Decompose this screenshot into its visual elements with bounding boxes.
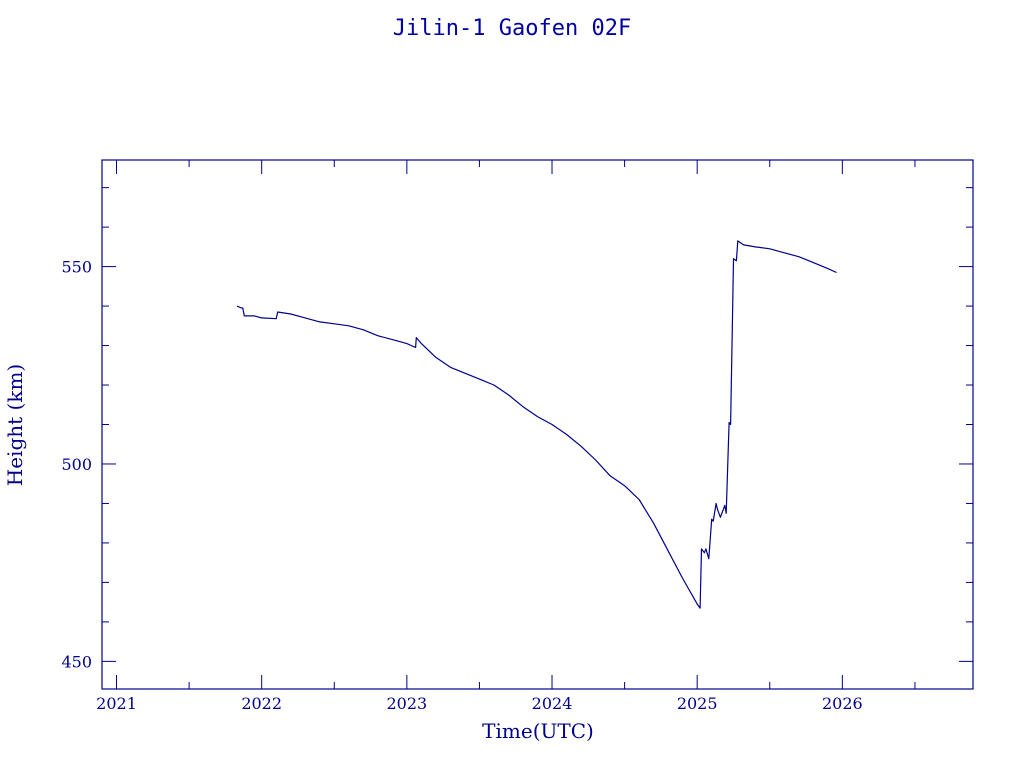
x-tick-label: 2025 — [677, 694, 718, 713]
plot-frame — [101, 159, 974, 690]
minor-ticks — [102, 160, 973, 689]
x-tick-label: 2022 — [241, 694, 282, 713]
major-ticks — [102, 160, 973, 689]
x-tick-label: 2024 — [532, 694, 573, 713]
chart-title: Jilin-1 Gaofen 02F — [392, 16, 632, 41]
y-tick-label: 500 — [61, 455, 92, 474]
y-axis-label: Height (km) — [3, 364, 27, 486]
x-tick-label: 2026 — [822, 694, 863, 713]
y-tick-label: 550 — [61, 258, 92, 277]
series-line — [236, 240, 837, 609]
x-tick-label: 2021 — [96, 694, 137, 713]
tick-labels: 2021 2022 2023 2024 2025 2026 450 500 550 — [61, 258, 862, 713]
x-axis-label: Time(UTC) — [482, 719, 594, 743]
y-tick-label: 450 — [61, 652, 92, 671]
x-tick-label: 2023 — [386, 694, 427, 713]
